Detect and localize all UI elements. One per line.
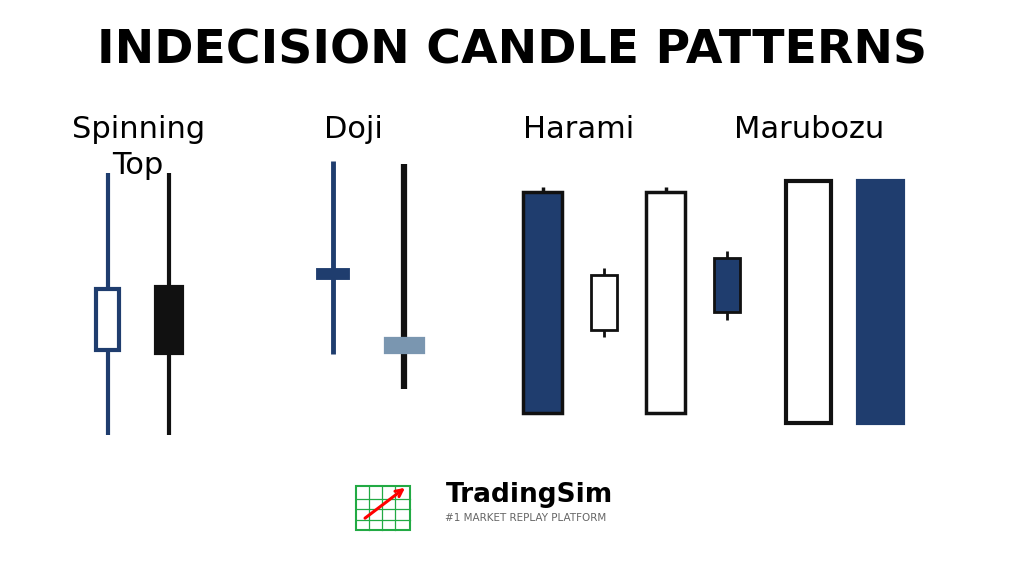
Text: Harami: Harami: [523, 115, 634, 144]
Text: TradingSim: TradingSim: [445, 482, 612, 509]
Bar: [96, 289, 119, 350]
Bar: [318, 270, 347, 277]
Bar: [156, 286, 182, 353]
Bar: [356, 486, 411, 530]
Bar: [387, 340, 422, 351]
Text: Marubozu: Marubozu: [734, 115, 884, 144]
Bar: [592, 275, 616, 329]
Bar: [715, 258, 739, 312]
Text: Spinning
Top: Spinning Top: [72, 115, 205, 180]
Bar: [523, 192, 562, 414]
Text: #1 MARKET REPLAY PLATFORM: #1 MARKET REPLAY PLATFORM: [445, 513, 606, 524]
Bar: [646, 192, 685, 414]
Text: Doji: Doji: [324, 115, 383, 144]
Bar: [858, 181, 903, 423]
Text: INDECISION CANDLE PATTERNS: INDECISION CANDLE PATTERNS: [97, 29, 927, 74]
Bar: [786, 181, 831, 423]
